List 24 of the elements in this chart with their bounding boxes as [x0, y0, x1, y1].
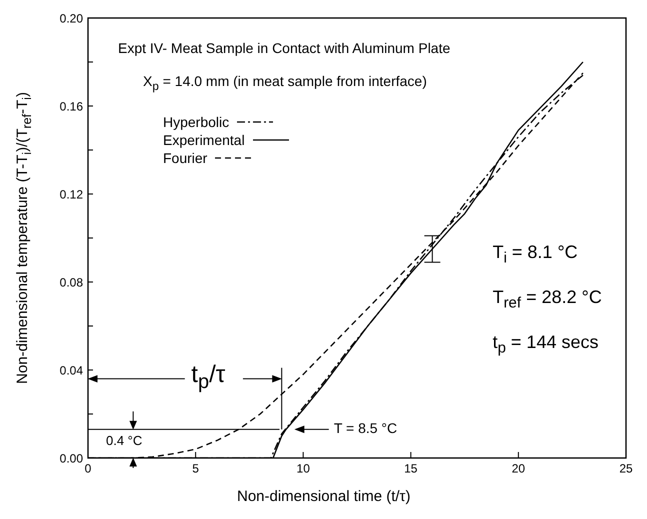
y-tick-label: 0.08	[60, 275, 84, 290]
x-tick-label: 10	[296, 462, 310, 476]
x-axis-title: Non-dimensional time (t/τ)	[237, 488, 410, 505]
x-tick-label: 25	[619, 462, 633, 476]
y-tick-label: 0.16	[60, 99, 84, 114]
legend-label: Experimental	[163, 132, 245, 148]
y-tick-label: 0.12	[60, 187, 84, 202]
text: Expt IV- Meat Sample in Contact with Aluminum Plate	[118, 40, 450, 56]
annotation: t$_{p}$ = 144 secs	[492, 332, 598, 357]
legend-label: Fourier	[163, 150, 208, 166]
y-tick-label: 0.20	[60, 11, 84, 26]
annotation: T = 8.5 °C	[334, 420, 398, 436]
annotation: t$_{p}$/τ	[191, 360, 226, 394]
text: X$_{p}$ = 14.0 mm (in meat sample from interface)	[143, 73, 427, 93]
annotation: 0.4 °C	[106, 433, 142, 448]
legend-label: Hyperbolic	[163, 114, 230, 130]
x-tick-label: 15	[404, 462, 418, 476]
x-tick-label: 0	[84, 462, 92, 476]
x-tick-label: 5	[192, 462, 200, 476]
annotation: T$_{i}$ = 8.1 °C	[492, 242, 578, 267]
annotation: T$_{ref}$ = 28.2 °C	[492, 287, 602, 312]
x-tick-label: 20	[512, 462, 526, 476]
y-tick-label: 0.00	[60, 451, 84, 466]
y-tick-label: 0.04	[60, 363, 84, 378]
